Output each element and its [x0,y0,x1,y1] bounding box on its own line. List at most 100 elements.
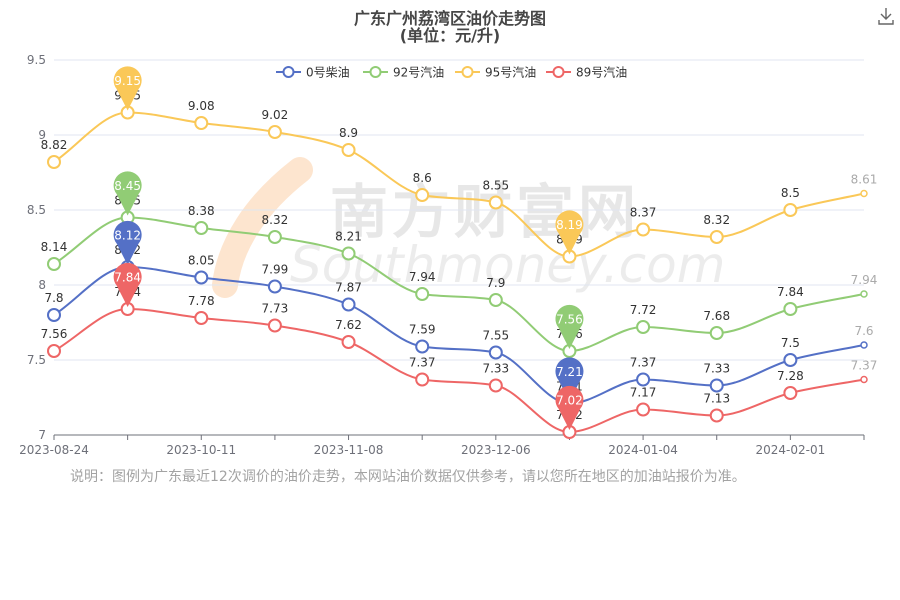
data-point[interactable] [709,230,724,244]
data-point[interactable] [709,378,724,393]
data-label: 8.32 [262,213,289,227]
markpoint-pin [555,304,584,349]
data-point[interactable] [636,222,651,237]
data-label: 7.56 [41,327,68,341]
x-tick-label: 2023-11-08 [314,443,384,457]
data-point[interactable] [709,326,724,340]
markpoint-pin [555,357,584,402]
data-point[interactable] [783,203,798,217]
data-point[interactable] [47,308,61,322]
data-point[interactable] [783,386,798,400]
legend-item[interactable]: 0号柴油 [276,66,350,80]
y-tick-label: 7 [38,428,46,442]
markpoint-max[interactable]: 9.15 [113,66,142,111]
legend-symbol [552,66,565,78]
markpoint-pin [113,220,142,265]
y-tick-label: 9 [38,128,46,142]
data-point[interactable] [488,378,503,393]
data-point[interactable] [636,372,651,387]
markpoint-min[interactable]: 7.02 [555,385,584,430]
markpoint-min[interactable]: 8.19 [555,210,584,255]
data-point[interactable] [47,257,61,271]
legend-item[interactable]: 92号汽油 [363,65,444,80]
footnote: 说明：图例为广东最近12次调价的油价走势，本网站油价数据仅供参考，请以您所在地区… [70,469,746,485]
markpoint-label: 7.84 [114,271,141,285]
watermark-en: Southmoney.com [290,236,725,294]
data-label: 8.05 [188,254,215,268]
data-label: 7.5 [781,336,800,350]
data-point[interactable] [341,335,356,349]
data-label: 7.17 [630,386,657,400]
legend[interactable]: 0号柴油 92号汽油 95号汽油 89号汽油 [276,65,627,80]
data-label: 7.8 [44,291,63,305]
data-point[interactable] [415,188,430,202]
x-tick-label: 2023-12-06 [461,443,531,457]
markpoint-max[interactable]: 8.45 [113,171,142,216]
data-point[interactable] [341,143,356,157]
data-point[interactable] [341,297,356,312]
data-label: 7.28 [777,369,804,383]
legend-label: 92号汽油 [393,65,444,80]
data-point[interactable] [267,318,282,333]
data-point[interactable] [860,341,868,349]
data-label: 7.55 [482,329,509,343]
data-point[interactable] [194,270,209,285]
y-tick-label: 8.5 [27,203,46,217]
data-point[interactable] [488,195,503,210]
data-point[interactable] [783,302,798,316]
data-label: 7.68 [703,309,730,323]
markpoint-pin [113,66,142,111]
data-label: 7.13 [703,392,730,406]
download-icon[interactable] [876,6,896,26]
data-label: 7.37 [851,359,878,373]
legend-label: 89号汽油 [576,65,627,80]
legend-item[interactable]: 95号汽油 [455,65,536,80]
data-label: 9.08 [188,99,215,113]
data-point[interactable] [636,320,651,334]
legend-item[interactable]: 89号汽油 [546,65,627,80]
markpoint-max[interactable]: 8.12 [113,220,142,265]
markpoint-min[interactable]: 7.21 [555,357,584,402]
series [47,105,868,439]
data-point[interactable] [267,279,282,294]
watermark: 南方财富网 Southmoney.com [212,157,725,298]
data-label: 7.78 [188,294,215,308]
markpoint-pin [555,210,584,255]
data-point[interactable] [783,353,798,367]
data-label: 7.94 [409,270,436,284]
data-point[interactable] [415,339,430,354]
data-label: 8.38 [188,204,215,218]
markpoint-min[interactable]: 7.56 [555,304,584,349]
data-point[interactable] [47,155,61,169]
data-label: 7.84 [777,285,804,299]
legend-symbol [282,66,295,78]
data-point[interactable] [194,116,209,130]
data-label: 8.32 [703,213,730,227]
markpoint-max[interactable]: 7.84 [113,262,142,307]
x-tick-label: 2024-02-01 [755,443,825,457]
data-point[interactable] [636,402,651,417]
data-point[interactable] [488,345,503,360]
legend-label: 95号汽油 [485,65,536,80]
data-point[interactable] [194,311,209,325]
data-label: 7.99 [262,263,289,277]
data-point[interactable] [415,372,430,387]
data-label: 9.02 [262,108,289,122]
data-point[interactable] [415,287,430,301]
markpoint-pin [113,171,142,216]
data-point[interactable] [860,189,868,198]
data-point[interactable] [860,375,868,384]
data-label: 8.5 [781,186,800,200]
data-label: 7.6 [854,324,873,338]
data-point[interactable] [341,246,356,261]
data-point[interactable] [267,230,282,244]
data-label: 7.87 [335,281,362,295]
markpoints: 8.12 7.21 8.45 7.56 9.15 8.19 7.84 7.02 [113,66,584,430]
data-point[interactable] [47,344,61,358]
data-point[interactable] [267,125,282,139]
data-point[interactable] [488,293,503,307]
data-point[interactable] [709,408,724,423]
data-point[interactable] [860,290,868,298]
data-label: 7.37 [630,356,657,370]
data-point[interactable] [194,221,209,235]
